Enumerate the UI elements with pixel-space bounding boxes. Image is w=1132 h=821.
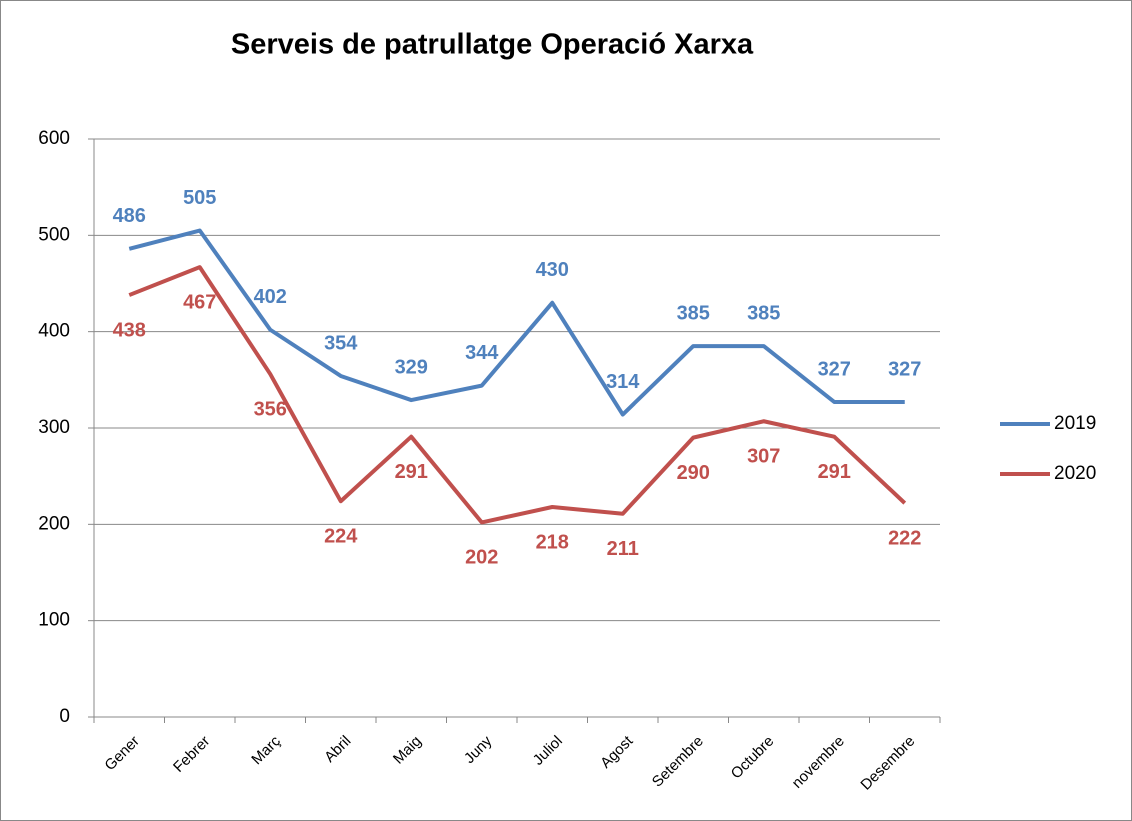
data-label: 327 <box>818 358 851 380</box>
y-tick-label: 300 <box>38 417 70 438</box>
data-label: 327 <box>888 358 921 380</box>
y-tick-label: 200 <box>38 513 70 534</box>
data-label: 291 <box>395 461 428 483</box>
data-label: 224 <box>324 525 358 547</box>
data-label: 307 <box>747 446 780 468</box>
series-line <box>128 265 907 525</box>
y-tick-label: 0 <box>59 706 70 727</box>
data-label: 385 <box>677 302 710 324</box>
data-label: 344 <box>465 342 499 364</box>
series-line <box>128 228 905 417</box>
data-label: 486 <box>113 205 146 227</box>
data-label: 505 <box>183 187 216 209</box>
y-tick-label: 400 <box>38 321 70 342</box>
y-tick-label: 500 <box>38 224 70 245</box>
data-label: 430 <box>536 259 569 281</box>
y-tick-label: 600 <box>38 128 70 149</box>
data-label: 211 <box>607 538 639 560</box>
data-label: 222 <box>888 527 921 549</box>
legend-label: 2020 <box>1054 463 1096 484</box>
legend-label: 2019 <box>1054 413 1096 434</box>
data-label: 218 <box>536 531 569 553</box>
data-label: 402 <box>254 286 287 308</box>
data-label: 202 <box>465 547 498 569</box>
data-label: 356 <box>254 398 287 420</box>
data-label: 385 <box>747 302 780 324</box>
data-label: 438 <box>113 319 146 341</box>
data-label: 290 <box>677 462 710 484</box>
data-label: 291 <box>818 461 851 483</box>
data-label: 467 <box>183 291 216 313</box>
chart-title: Serveis de patrullatge Operació Xarxa <box>231 29 754 61</box>
data-label: 314 <box>606 371 640 393</box>
data-label: 329 <box>395 356 428 378</box>
data-label: 354 <box>324 332 358 354</box>
y-tick-label: 100 <box>38 610 70 631</box>
